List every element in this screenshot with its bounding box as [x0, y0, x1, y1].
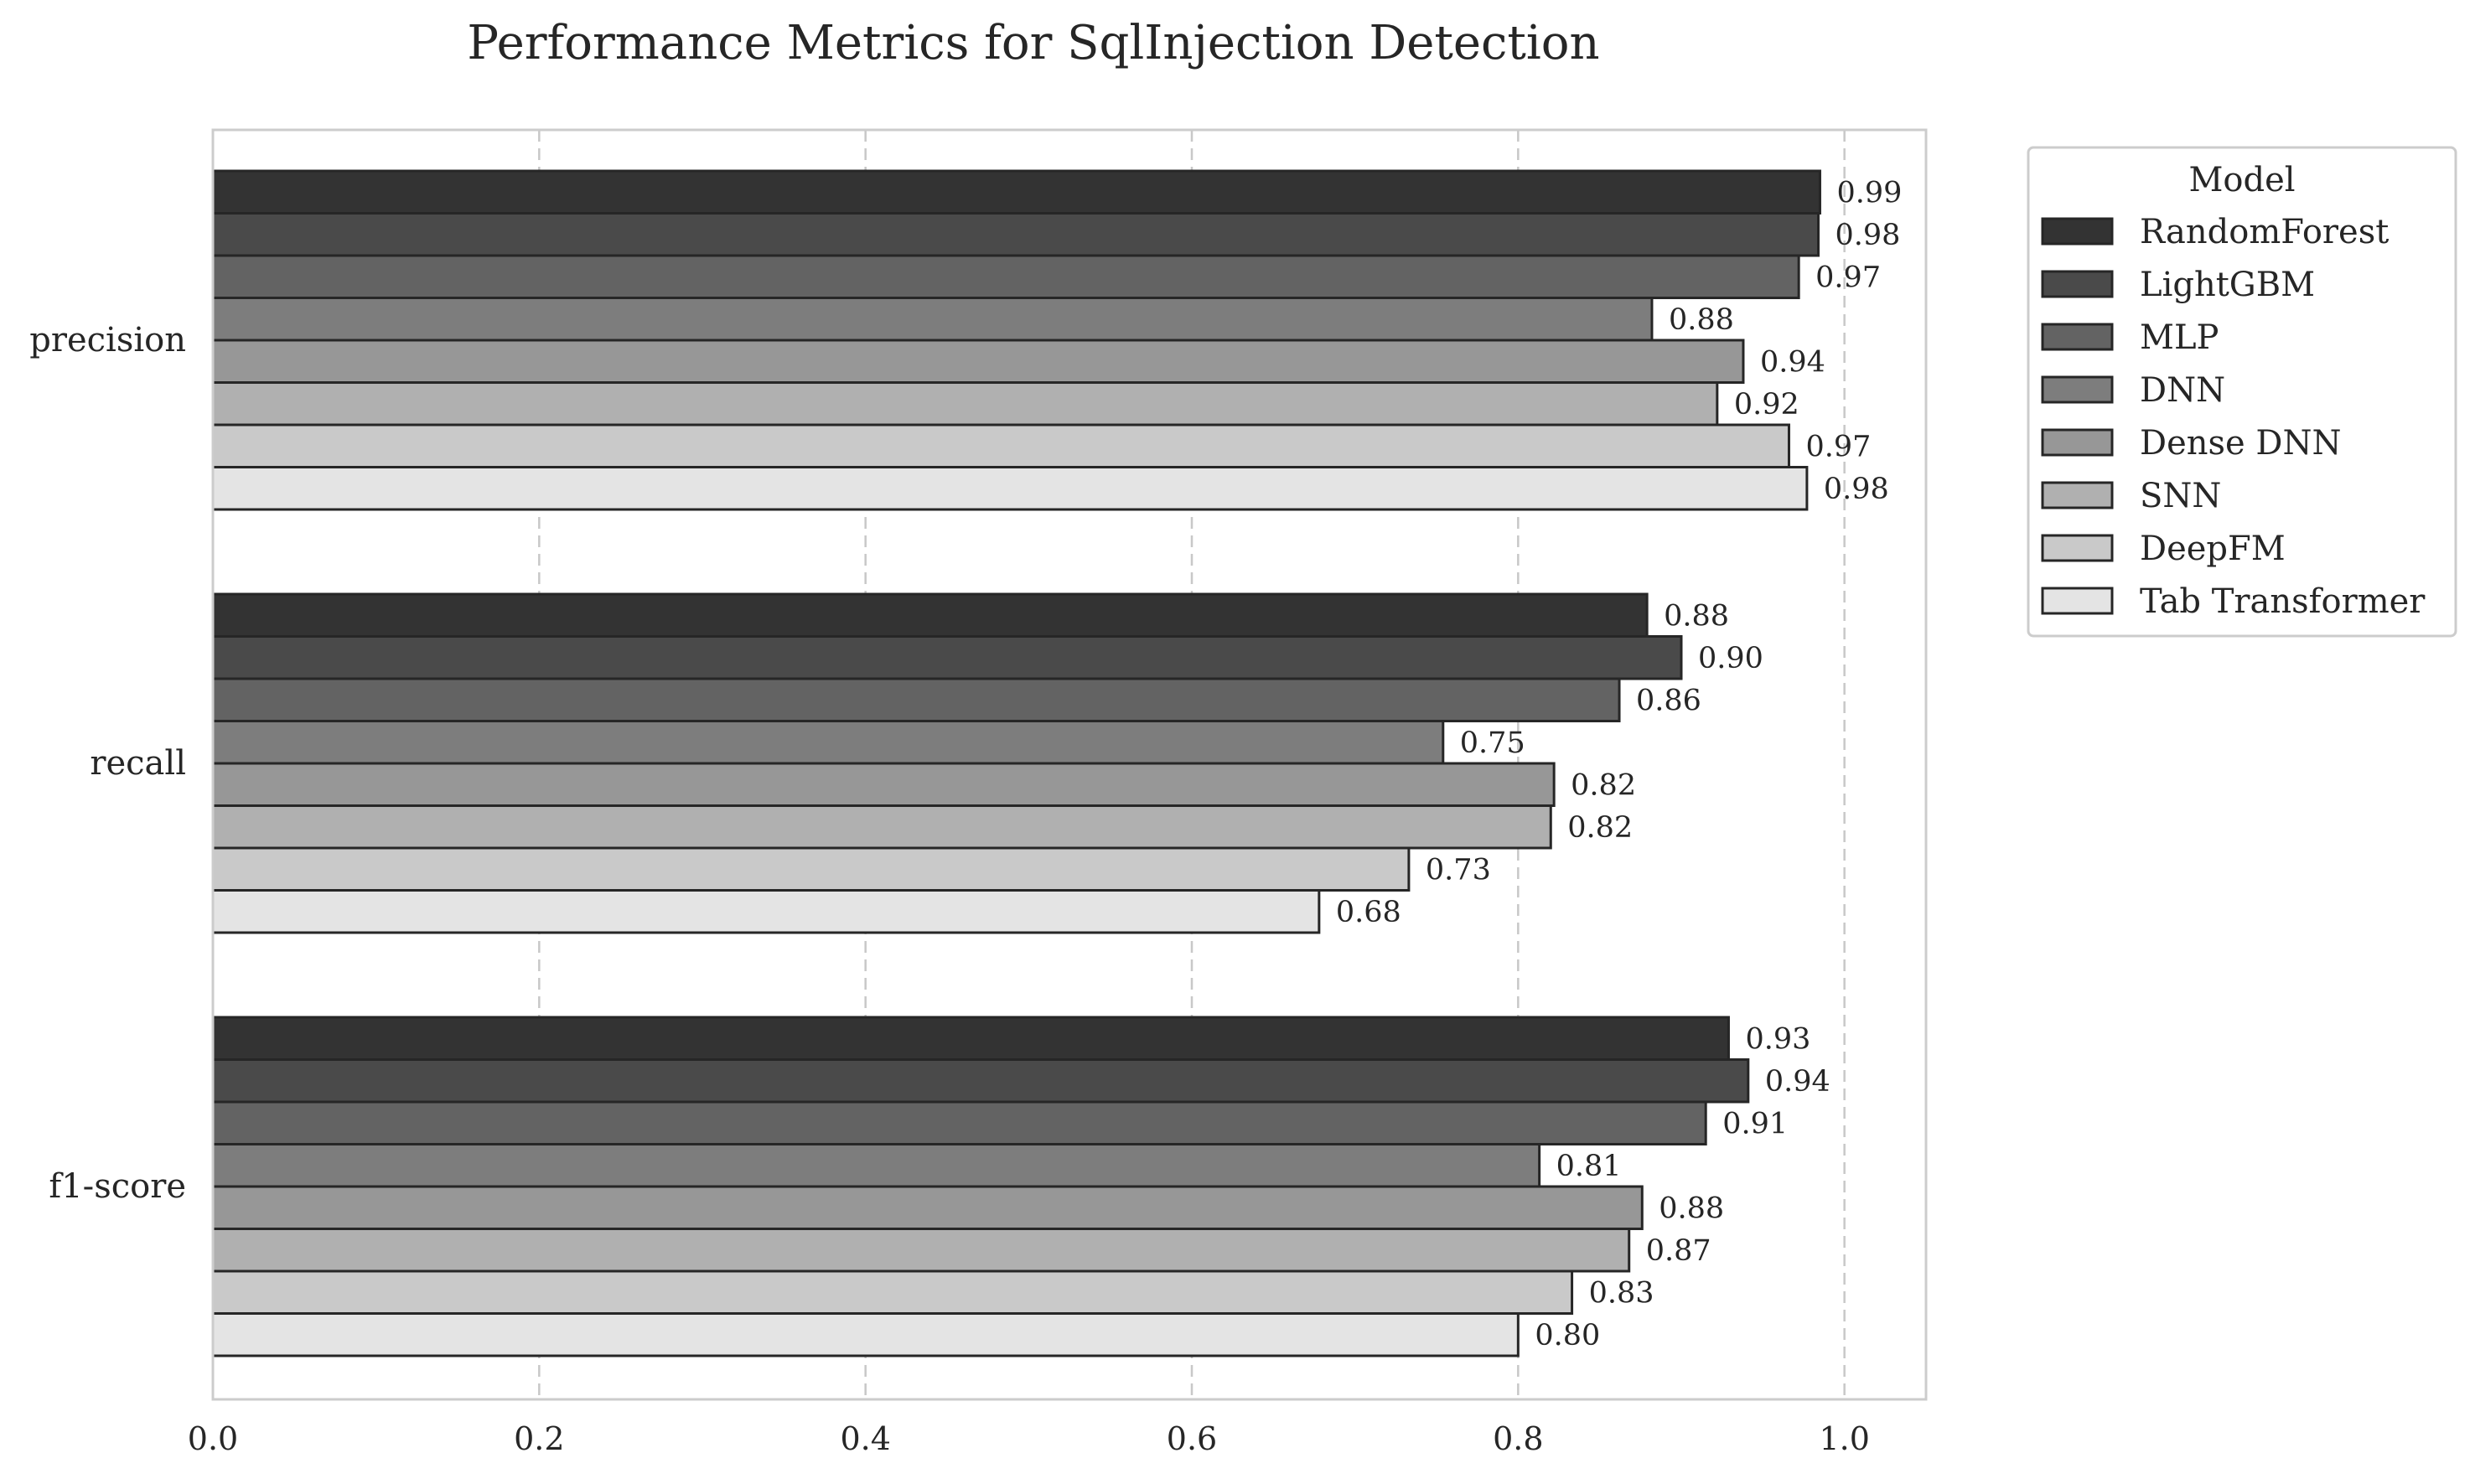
legend-title: Model: [2188, 161, 2295, 199]
data-label: 0.87: [1646, 1234, 1711, 1268]
data-labels: 0.990.980.970.880.940.920.970.980.880.90…: [1336, 176, 1903, 1352]
x-axis-ticks: 0.0 0.2 0.4 0.6 0.8 1.0: [188, 1420, 1870, 1457]
data-label: 0.94: [1765, 1065, 1830, 1099]
legend-swatch: [2041, 323, 2114, 351]
legend-label: LightGBM: [2140, 266, 2315, 304]
legend-label: SNN: [2140, 477, 2221, 515]
x-tick-label: 0.8: [1493, 1420, 1543, 1457]
legend-label: Tab Transformer: [2140, 582, 2426, 621]
legend-swatch: [2041, 375, 2114, 404]
bar-precision-mlp: [211, 254, 1800, 299]
bar-recall-tab-transformer: [211, 889, 1321, 934]
x-tick-label: 0.0: [188, 1420, 238, 1457]
data-label: 0.88: [1664, 599, 1729, 633]
bar-precision-snn: [211, 381, 1719, 427]
data-label: 0.98: [1836, 219, 1901, 252]
bar-recall-dnn: [211, 720, 1445, 765]
data-label: 0.98: [1824, 473, 1889, 506]
bar-precision-lightgbm: [211, 212, 1820, 257]
data-label: 0.88: [1669, 303, 1734, 337]
legend-swatch: [2041, 587, 2114, 615]
data-label: 0.90: [1698, 642, 1763, 675]
y-tick-label: recall: [90, 744, 186, 783]
bar-f1-score-dnn: [211, 1143, 1541, 1188]
legend-label: MLP: [2140, 318, 2219, 357]
legend-label: RandomForest: [2140, 213, 2389, 251]
legend-swatch: [2041, 534, 2114, 562]
data-label: 0.83: [1589, 1276, 1654, 1310]
data-label: 0.75: [1460, 726, 1525, 760]
data-label: 0.97: [1815, 261, 1881, 294]
data-label: 0.80: [1535, 1319, 1600, 1352]
y-tick-label: f1-score: [49, 1167, 186, 1206]
data-label: 0.81: [1556, 1150, 1622, 1183]
data-label: 0.93: [1745, 1022, 1810, 1056]
y-axis-ticks: precision recall f1-score: [29, 321, 186, 1206]
legend-box: [2027, 146, 2457, 638]
x-tick-label: 1.0: [1819, 1420, 1869, 1457]
data-label: 0.94: [1760, 345, 1825, 379]
legend-swatch: [2041, 270, 2114, 298]
data-label: 0.82: [1567, 811, 1633, 845]
x-tick-label: 0.2: [514, 1420, 564, 1457]
legend-swatch: [2041, 481, 2114, 509]
bar-f1-score-deepfm: [211, 1269, 1574, 1315]
bar-recall-mlp: [211, 677, 1621, 722]
data-label: 0.91: [1722, 1107, 1788, 1140]
data-label: 0.86: [1636, 684, 1701, 717]
y-tick-label: precision: [29, 321, 186, 359]
bar-recall-lightgbm: [211, 635, 1683, 680]
bar-f1-score-snn: [211, 1228, 1631, 1273]
legend-label: DeepFM: [2140, 530, 2286, 568]
legend: Model RandomForest LightGBM MLP DNN Dense DN…: [2027, 146, 2457, 638]
data-label: 0.88: [1659, 1192, 1724, 1225]
bar-precision-tab-transformer: [211, 466, 1809, 511]
legend-swatch: [2041, 428, 2114, 457]
data-label: 0.68: [1336, 896, 1401, 929]
bar-f1-score-randomforest: [211, 1016, 1730, 1061]
x-tick-label: 0.6: [1167, 1420, 1217, 1457]
bar-f1-score-lightgbm: [211, 1058, 1750, 1104]
bar-f1-score-tab-transformer: [211, 1312, 1520, 1357]
bar-precision-deepfm: [211, 423, 1790, 468]
bar-recall-dense-dnn: [211, 762, 1556, 807]
data-label: 0.97: [1805, 430, 1871, 463]
data-label: 0.92: [1734, 388, 1799, 421]
legend-swatch: [2041, 217, 2114, 246]
x-tick-label: 0.4: [840, 1420, 890, 1457]
legend-label: DNN: [2140, 371, 2225, 410]
data-label: 0.99: [1836, 176, 1902, 209]
data-label: 0.73: [1426, 853, 1491, 887]
bar-f1-score-dense-dnn: [211, 1185, 1644, 1230]
plot-frame: [211, 128, 1928, 1401]
bar-recall-snn: [211, 804, 1552, 850]
legend-items: RandomForest LightGBM MLP DNN Dense DNN SNN De…: [2041, 213, 2426, 621]
bars: [211, 169, 1821, 1357]
bar-recall-randomforest: [211, 592, 1649, 638]
chart-title: Performance Metrics for SqlInjection Det…: [467, 16, 1599, 70]
bar-recall-deepfm: [211, 846, 1411, 892]
legend-label: Dense DNN: [2140, 424, 2342, 463]
bar-precision-randomforest: [211, 169, 1821, 215]
bar-f1-score-mlp: [211, 1100, 1707, 1145]
bar-precision-dense-dnn: [211, 339, 1745, 384]
bar-precision-dnn: [211, 297, 1654, 342]
data-label: 0.82: [1571, 768, 1636, 802]
